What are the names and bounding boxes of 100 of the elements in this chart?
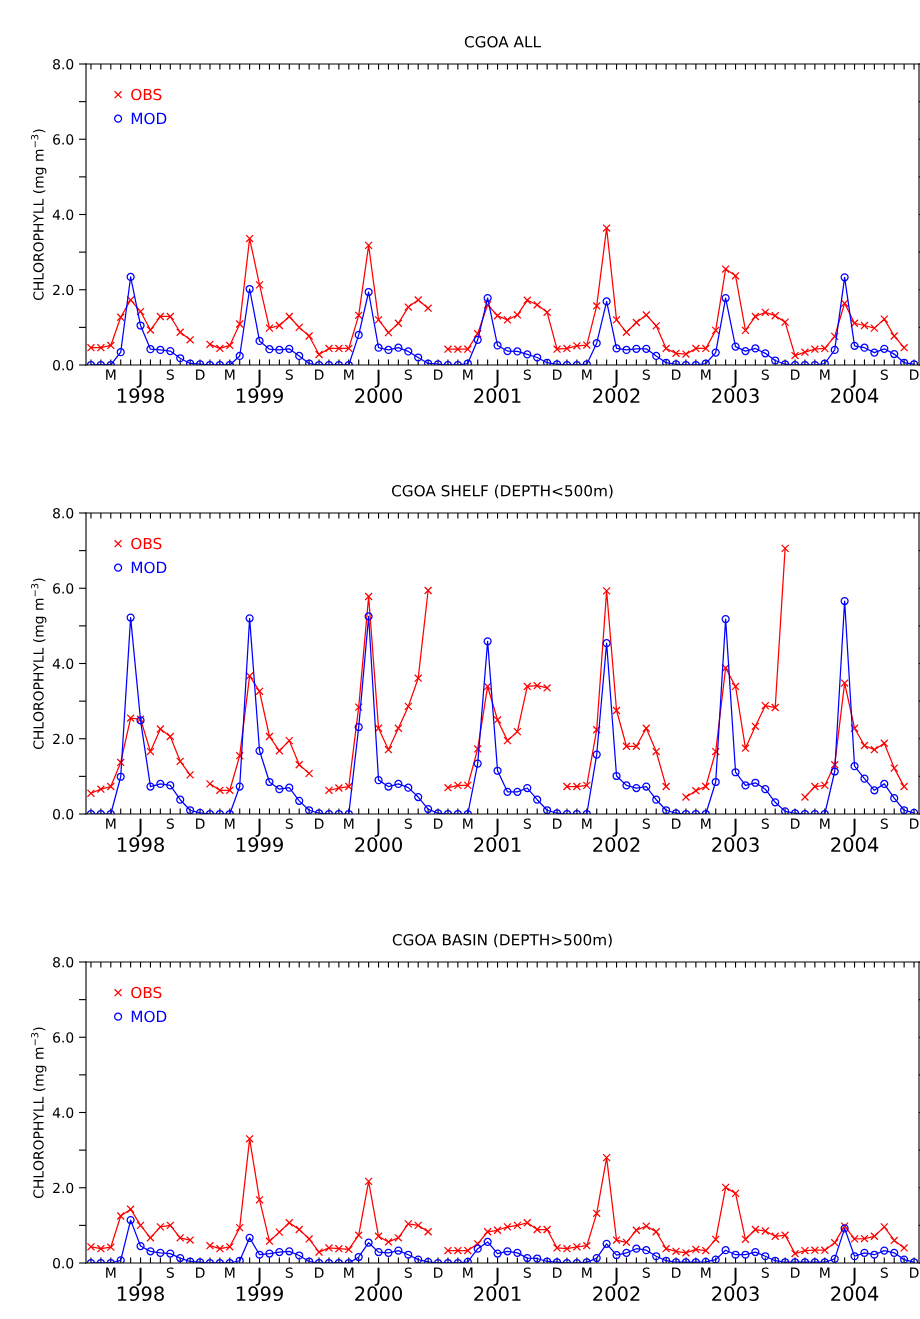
legend-label: MOD bbox=[131, 112, 167, 125]
x-tick-label: D bbox=[553, 818, 562, 829]
x-tick-label: D bbox=[910, 1267, 919, 1278]
x-tick-label: S bbox=[642, 369, 650, 380]
x-tick-label: M bbox=[820, 369, 830, 380]
x-tick-label: J 1999 bbox=[236, 1267, 283, 1302]
x-tick-label: J 1998 bbox=[117, 369, 164, 404]
x-tick-label: M bbox=[582, 1267, 592, 1278]
x-tick-label: S bbox=[404, 369, 412, 380]
x-tick-label: J 1998 bbox=[117, 1267, 164, 1302]
y-tick-label: 0.0 bbox=[53, 808, 74, 820]
y-tick-label: 4.0 bbox=[52, 1107, 74, 1118]
x-tick-label: J 2000 bbox=[355, 369, 402, 404]
x-tick-label: S bbox=[880, 369, 888, 380]
x-tick-label: D bbox=[672, 1267, 681, 1278]
x-tick-label: S bbox=[285, 818, 293, 829]
x-tick-label: J 2003 bbox=[712, 818, 759, 853]
x-tick-label: S bbox=[880, 1267, 888, 1278]
x-tick-label: M bbox=[344, 1267, 354, 1278]
x-tick-label: S bbox=[523, 369, 531, 380]
x-tick-label: J 1999 bbox=[236, 369, 283, 404]
x-tick-label: D bbox=[196, 369, 205, 380]
x-tick-label: S bbox=[761, 818, 769, 829]
chart-title: CGOA BASIN (DEPTH>500m) bbox=[392, 933, 612, 948]
x-tick-label: D bbox=[553, 369, 562, 380]
x-tick-label: J 2000 bbox=[355, 1267, 402, 1302]
y-tick-label: 4.0 bbox=[52, 209, 74, 220]
y-tick-label: 2.0 bbox=[53, 733, 74, 745]
x-tick-label: D bbox=[315, 1267, 324, 1278]
y-tick-label: 4.0 bbox=[52, 658, 74, 669]
x-tick-label: M bbox=[463, 1267, 473, 1278]
legend-label: MOD bbox=[131, 1010, 167, 1023]
x-tick-label: D bbox=[791, 1267, 800, 1278]
legend-label: OBS bbox=[131, 88, 162, 101]
x-tick-label: M bbox=[106, 1267, 116, 1278]
legend-label: OBS bbox=[131, 537, 162, 550]
x-tick-label: M bbox=[701, 1267, 711, 1278]
x-tick-label: M bbox=[701, 369, 711, 380]
x-tick-label: M bbox=[582, 369, 592, 380]
x-tick-label: M bbox=[344, 818, 354, 829]
x-tick-label: D bbox=[434, 369, 443, 380]
x-tick-label: S bbox=[523, 1267, 531, 1278]
x-tick-label: J 2001 bbox=[474, 369, 521, 404]
x-tick-label: M bbox=[582, 818, 592, 829]
y-tick-label: 2.0 bbox=[53, 284, 74, 296]
legend-label: MOD bbox=[131, 561, 167, 574]
x-tick-label: M bbox=[225, 1267, 235, 1278]
x-tick-label: D bbox=[196, 818, 205, 829]
x-tick-label: M bbox=[106, 369, 116, 380]
x-tick-label: D bbox=[315, 818, 324, 829]
x-tick-label: S bbox=[404, 1267, 412, 1278]
x-tick-label: J 2002 bbox=[593, 369, 640, 404]
x-tick-label: S bbox=[285, 369, 293, 380]
x-tick-label: J 2001 bbox=[474, 818, 521, 853]
y-tick-label: 0.0 bbox=[53, 1257, 74, 1269]
y-tick-label: 6.0 bbox=[53, 134, 74, 145]
x-tick-label: D bbox=[553, 1267, 562, 1278]
x-tick-label: J 1998 bbox=[117, 818, 164, 853]
x-tick-label: J 2004 bbox=[831, 369, 879, 404]
x-tick-label: D bbox=[672, 369, 681, 380]
x-tick-label: S bbox=[761, 369, 769, 380]
chart-title: CGOA ALL bbox=[464, 35, 541, 48]
y-axis-title: CHLOROPHYLL (mg m$^{−3}$) bbox=[31, 129, 47, 301]
x-tick-label: M bbox=[820, 1267, 830, 1278]
x-tick-label: S bbox=[404, 818, 412, 829]
x-tick-label: J 2003 bbox=[712, 369, 759, 404]
x-tick-label: S bbox=[166, 1267, 174, 1278]
chart-title: CGOA SHELF (DEPTH<500m) bbox=[391, 484, 613, 499]
x-tick-label: D bbox=[196, 1267, 205, 1278]
x-tick-label: M bbox=[701, 818, 711, 829]
y-axis-title: CHLOROPHYLL (mg m$^{−3}$) bbox=[31, 1027, 47, 1199]
x-tick-label: D bbox=[315, 369, 324, 380]
x-tick-label: J 2002 bbox=[593, 1267, 640, 1302]
y-tick-label: 6.0 bbox=[53, 583, 74, 594]
x-tick-label: D bbox=[791, 369, 800, 380]
x-tick-label: J 2004 bbox=[831, 1267, 879, 1302]
x-tick-label: J 2001 bbox=[474, 1267, 521, 1302]
y-axis-title: CHLOROPHYLL (mg m$^{−3}$) bbox=[31, 578, 47, 750]
x-tick-label: D bbox=[434, 818, 443, 829]
x-tick-label: S bbox=[166, 818, 174, 829]
x-tick-label: S bbox=[642, 818, 650, 829]
x-tick-label: J 1999 bbox=[236, 818, 283, 853]
y-tick-label: 0.0 bbox=[53, 359, 74, 371]
y-tick-label: 8.0 bbox=[53, 58, 74, 70]
x-tick-label: S bbox=[642, 1267, 650, 1278]
x-tick-label: J 2000 bbox=[355, 818, 402, 853]
x-tick-label: D bbox=[434, 1267, 443, 1278]
x-tick-label: J 2003 bbox=[712, 1267, 759, 1302]
y-tick-label: 2.0 bbox=[53, 1182, 74, 1194]
x-tick-label: D bbox=[791, 818, 800, 829]
x-tick-label: D bbox=[672, 818, 681, 829]
y-tick-label: 6.0 bbox=[53, 1032, 74, 1043]
x-tick-label: M bbox=[225, 369, 235, 380]
x-tick-label: S bbox=[523, 818, 531, 829]
x-tick-label: S bbox=[880, 818, 888, 829]
x-tick-label: M bbox=[344, 369, 354, 380]
x-tick-label: M bbox=[225, 818, 235, 829]
x-tick-label: M bbox=[820, 818, 830, 829]
x-tick-label: D bbox=[910, 369, 919, 380]
y-tick-label: 8.0 bbox=[53, 507, 74, 519]
